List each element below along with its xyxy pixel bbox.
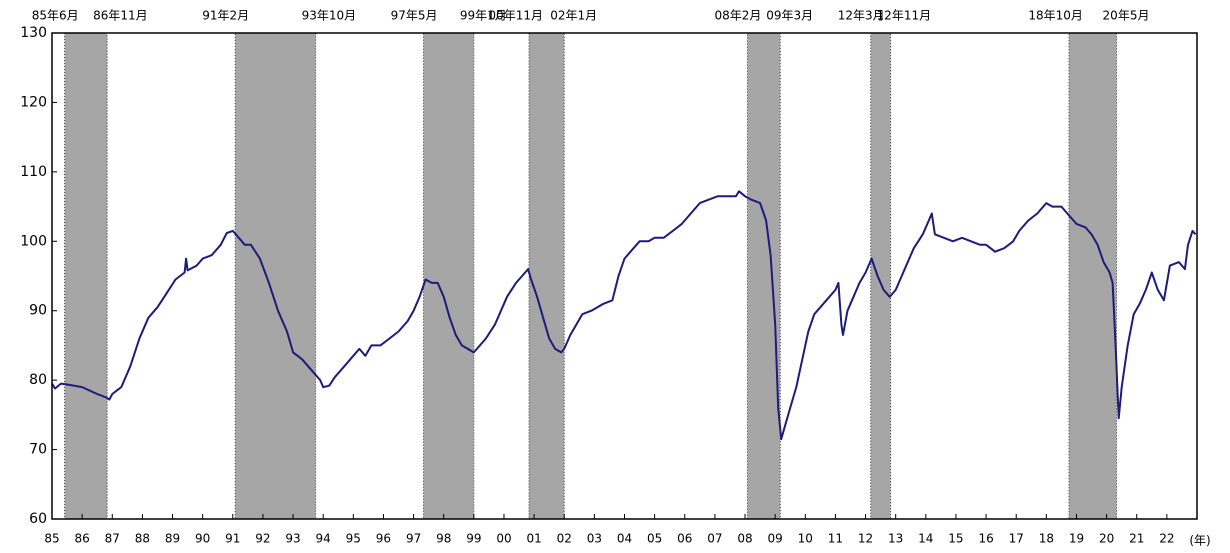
x-tick-label: 95 — [346, 532, 361, 546]
x-tick-label: 93 — [285, 532, 300, 546]
shaded-period — [528, 32, 565, 520]
x-tick-label: 13 — [888, 532, 903, 546]
period-start-label: 91年2月 — [202, 9, 249, 23]
data-line — [51, 190, 1197, 441]
shaded-period — [746, 32, 781, 520]
x-tick-label: 15 — [948, 532, 963, 546]
x-tick-label: 86 — [74, 532, 89, 546]
x-tick-label: 00 — [496, 532, 511, 546]
x-tick-label: 88 — [135, 532, 150, 546]
shaded-period — [1068, 32, 1118, 520]
x-tick-label: 12 — [858, 532, 873, 546]
x-tick-label: 05 — [647, 532, 662, 546]
x-tick-label: 03 — [587, 532, 602, 546]
x-tick-label: 18 — [1039, 532, 1054, 546]
x-tick-label: 92 — [255, 532, 270, 546]
shaded-period — [64, 32, 108, 520]
y-tick-label: 70 — [29, 442, 47, 458]
x-tick-label: 17 — [1009, 532, 1024, 546]
x-tick-label: 04 — [617, 532, 632, 546]
x-tick-label: 02 — [557, 532, 572, 546]
x-tick-label: 09 — [768, 532, 783, 546]
x-tick-label: 87 — [105, 532, 120, 546]
x-tick-label: 90 — [195, 532, 210, 546]
x-tick-label: 01 — [526, 532, 541, 546]
period-start-label: 12年3月 — [838, 9, 885, 23]
x-tick-label: 21 — [1129, 532, 1144, 546]
x-tick-label: 14 — [918, 532, 933, 546]
x-tick-label: 06 — [677, 532, 692, 546]
period-end-label: 93年10月 — [302, 9, 357, 23]
x-tick-label: 91 — [225, 532, 240, 546]
x-tick-label: 96 — [376, 532, 391, 546]
x-tick-label: 85 — [44, 532, 59, 546]
x-tick-label: 11 — [828, 532, 843, 546]
x-tick-label: 97 — [406, 532, 421, 546]
x-tick-label: 99 — [466, 532, 481, 546]
x-tick-label: 98 — [436, 532, 451, 546]
period-start-label: 18年10月 — [1028, 9, 1083, 23]
x-tick-label: 16 — [978, 532, 993, 546]
y-tick-label: 110 — [20, 164, 47, 180]
shaded-period — [234, 32, 317, 520]
period-end-label: 86年11月 — [93, 9, 148, 23]
x-tick-label: 10 — [798, 532, 813, 546]
x-unit: (年) — [1189, 534, 1210, 548]
x-tick-label: 07 — [707, 532, 722, 546]
period-end-label: 99年1月 — [460, 9, 507, 23]
plot-area — [52, 33, 1197, 519]
period-end-label: 20年5月 — [1103, 9, 1150, 23]
y-tick-label: 90 — [29, 303, 47, 319]
y-tick-label: 80 — [29, 372, 47, 388]
period-start-label: 97年5月 — [391, 9, 438, 23]
x-tick-label: 19 — [1069, 532, 1084, 546]
y-tick-label: 100 — [20, 233, 47, 249]
period-start-label: 85年6月 — [32, 9, 79, 23]
period-start-label: 00年11月 — [488, 9, 543, 23]
period-start-label: 08年2月 — [715, 9, 762, 23]
x-tick-label: 94 — [316, 532, 331, 546]
x-tick-label: 22 — [1159, 532, 1174, 546]
plot-frame — [51, 32, 1198, 520]
shaded-period — [423, 32, 475, 520]
y-tick-label: 130 — [20, 25, 47, 41]
shaded-period — [870, 32, 892, 520]
x-tick-label: 08 — [737, 532, 752, 546]
period-end-label: 02年1月 — [550, 9, 597, 23]
y-tick-label: 120 — [20, 94, 47, 110]
y-tick-label: 60 — [29, 511, 47, 527]
period-end-label: 09年3月 — [766, 9, 813, 23]
x-tick-label: 89 — [165, 532, 180, 546]
x-tick-label: 20 — [1099, 532, 1114, 546]
period-end-label: 12年11月 — [877, 9, 932, 23]
